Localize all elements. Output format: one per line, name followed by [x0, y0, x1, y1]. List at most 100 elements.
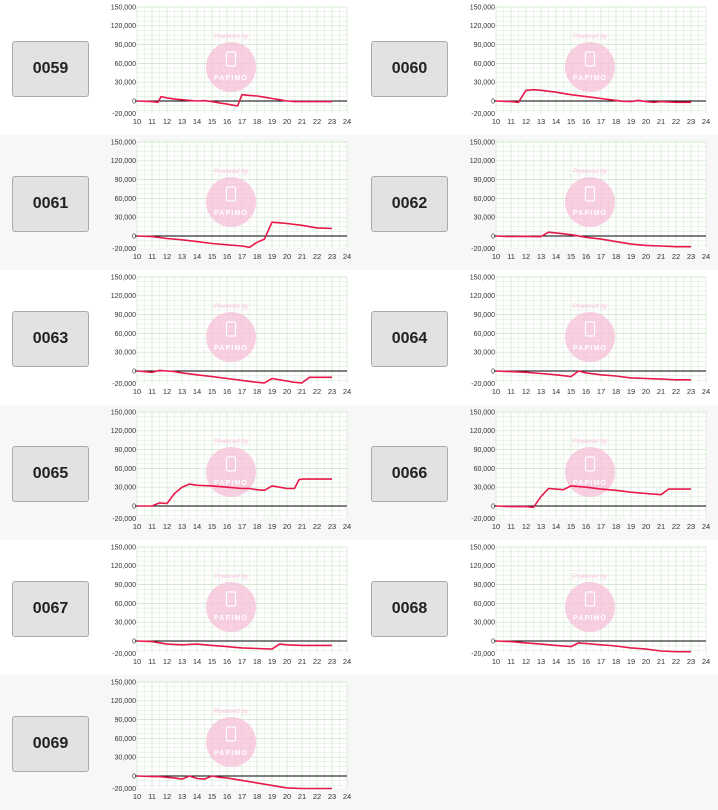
y-tick-label: 0 [132, 503, 136, 510]
series-line [495, 88, 691, 104]
x-tick-label: 20 [283, 522, 291, 531]
watermark-badge [565, 42, 615, 92]
y-tick-label: 90,000 [474, 447, 496, 454]
y-tick-label: -20,000 [112, 651, 136, 658]
y-tick-label: 30,000 [474, 620, 496, 627]
x-tick-label: 13 [178, 522, 186, 531]
watermark-top-text: Powered by [573, 303, 608, 310]
series-line [136, 775, 332, 790]
machine-cell: 0061 Powered by PAPIMO 150,000 120,000 90,000… [0, 135, 359, 270]
x-tick-label: 17 [238, 657, 246, 666]
x-tick-label: 12 [522, 117, 530, 126]
x-tick-label: 23 [328, 522, 336, 531]
x-tick-label: 11 [507, 522, 515, 531]
machine-number-button[interactable]: 0068 [371, 581, 448, 637]
x-tick-label: 19 [268, 657, 276, 666]
x-tick-label: 10 [492, 387, 500, 396]
x-tick-label: 21 [657, 387, 665, 396]
watermark-badge [565, 177, 615, 227]
x-tick-label: 17 [238, 117, 246, 126]
watermark-badge [206, 312, 256, 362]
x-tick-label: 13 [178, 387, 186, 396]
x-tick-label: 24 [343, 252, 351, 261]
machine-number-button[interactable]: 0059 [12, 41, 89, 97]
y-tick-label: -20,000 [112, 381, 136, 388]
phone-icon [225, 51, 237, 67]
x-tick-label: 24 [702, 522, 710, 531]
watermark-badge [206, 42, 256, 92]
powered-by-watermark: Powered by PAPIMO [206, 168, 256, 227]
watermark-brand-text: PAPIMO [214, 210, 248, 217]
x-tick-label: 18 [612, 657, 620, 666]
machine-cell: 0059 Powered by PAPIMO 150,000 120,000 90,000… [0, 0, 359, 135]
y-tick-label: -20,000 [471, 651, 495, 658]
x-tick-label: 19 [268, 792, 276, 801]
watermark-top-text: Powered by [214, 438, 249, 445]
machine-number-button[interactable]: 0067 [12, 581, 89, 637]
y-tick-label: 60,000 [474, 331, 496, 338]
x-tick-label: 16 [582, 387, 590, 396]
machine-number-button[interactable]: 0066 [371, 446, 448, 502]
machine-number-button[interactable]: 0064 [371, 311, 448, 367]
y-tick-label: 60,000 [115, 331, 137, 338]
machine-cell: 0069 Powered by PAPIMO 150,000 120,000 90,000… [0, 675, 359, 810]
machine-number-button[interactable]: 0069 [12, 716, 89, 772]
x-tick-label: 17 [238, 252, 246, 261]
watermark-badge [206, 582, 256, 632]
machine-row: 0067 Powered by PAPIMO 150,000 120,000 90,000… [0, 540, 718, 675]
x-tick-label: 10 [492, 252, 500, 261]
y-tick-label: 120,000 [470, 293, 495, 300]
x-tick-label: 20 [642, 657, 650, 666]
machine-number-button[interactable]: 0061 [12, 176, 89, 232]
slump-chart: Powered by PAPIMO 150,000 120,000 90,000 60,0… [111, 4, 351, 126]
y-tick-label: 60,000 [115, 736, 137, 743]
x-tick-label: 18 [253, 252, 261, 261]
machine-number-button[interactable]: 0063 [12, 311, 89, 367]
x-tick-label: 15 [208, 792, 216, 801]
x-tick-label: 16 [223, 252, 231, 261]
x-tick-label: 24 [343, 387, 351, 396]
x-tick-label: 24 [343, 522, 351, 531]
watermark-top-text: Powered by [214, 33, 249, 40]
series-line [136, 221, 333, 249]
x-tick-label: 21 [298, 387, 306, 396]
y-tick-label: 30,000 [115, 350, 137, 357]
x-tick-label: 22 [672, 252, 680, 261]
x-tick-label: 17 [597, 387, 605, 396]
y-tick-label: 90,000 [474, 582, 496, 589]
machine-cell: 0064 Powered by PAPIMO 150,000 120,000 90,000… [359, 270, 718, 405]
machine-number-button[interactable]: 0062 [371, 176, 448, 232]
machine-number-button[interactable]: 0060 [371, 41, 448, 97]
machine-number-button[interactable]: 0065 [12, 446, 89, 502]
y-tick-label: 0 [491, 638, 495, 645]
x-tick-label: 15 [208, 117, 216, 126]
x-tick-label: 10 [492, 117, 500, 126]
watermark-top-text: Powered by [573, 573, 608, 580]
x-tick-label: 13 [178, 657, 186, 666]
x-tick-label: 24 [702, 252, 710, 261]
x-tick-label: 22 [313, 657, 321, 666]
y-tick-label: 0 [132, 368, 136, 375]
x-tick-label: 15 [567, 657, 575, 666]
y-tick-label: 150,000 [470, 409, 495, 416]
y-tick-label: 60,000 [115, 196, 137, 203]
x-tick-label: 12 [163, 252, 171, 261]
x-tick-label: 23 [328, 252, 336, 261]
y-tick-label: 120,000 [470, 563, 495, 570]
phone-icon [225, 456, 237, 472]
x-tick-label: 23 [687, 117, 695, 126]
x-tick-label: 16 [223, 117, 231, 126]
watermark-brand-text: PAPIMO [573, 615, 607, 622]
watermark-badge [565, 447, 615, 497]
x-tick-label: 19 [268, 252, 276, 261]
x-tick-label: 12 [522, 657, 530, 666]
x-tick-label: 16 [582, 657, 590, 666]
slump-chart: Powered by PAPIMO 150,000 120,000 90,000 60,0… [470, 274, 710, 396]
x-tick-label: 10 [133, 657, 141, 666]
series-line [136, 640, 332, 650]
x-tick-label: 21 [657, 522, 665, 531]
x-tick-label: 16 [582, 522, 590, 531]
y-tick-label: 30,000 [115, 215, 137, 222]
x-tick-label: 19 [627, 522, 635, 531]
series-line [495, 370, 691, 381]
